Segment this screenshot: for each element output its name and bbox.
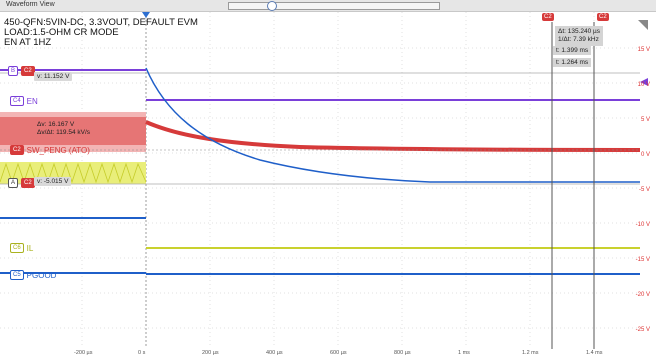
trigger-marker-icon	[142, 12, 150, 18]
voltage-tick-label: -10 V	[635, 222, 650, 228]
channel-c2-tag: C2	[10, 145, 24, 155]
annotation-line-1: 450-QFN:5VIN-DC, 3.3VOUT, DEFAULT EVM	[4, 17, 198, 28]
voltage-tick-label: 15 V	[637, 47, 650, 53]
channel-b-label[interactable]: B C2	[8, 66, 35, 76]
cursor-2-time: t: 1.264 ms	[553, 58, 592, 67]
channel-en-label[interactable]: C4 EN	[10, 96, 38, 106]
voltage-tick-label: -5 V	[638, 187, 650, 193]
annotation-line-3: EN AT 1HZ	[4, 37, 52, 48]
channel-b-c2-tag: C2	[21, 66, 35, 76]
time-tick-label: 800 µs	[394, 350, 411, 356]
time-tick-label: 400 µs	[266, 350, 283, 356]
trace-sw-decay	[145, 120, 641, 152]
time-tick-label: 1.2 ms	[522, 350, 539, 356]
cursor-inverse-delta: 1/Δt: 7.39 kHz	[558, 36, 599, 43]
corner-collapse-icon	[638, 20, 648, 30]
delta-voltage-readout: Δv: 16.167 V	[37, 121, 75, 128]
time-tick-label: 0 s	[138, 350, 146, 356]
scope-annotation: 450-QFN:5VIN-DC, 3.3VOUT, DEFAULT EVM LO…	[4, 18, 198, 48]
channel-a-tag: A	[8, 178, 19, 188]
channel-il-name: IL	[26, 243, 34, 253]
channel-sw-name: SW_PENG (ATO)	[26, 145, 90, 155]
cursor-delta-time: Δt: 135.240 µs	[558, 28, 601, 35]
channel-a-c2-tag: C2	[21, 178, 35, 188]
time-tick-label: 1 ms	[458, 350, 470, 356]
voltage-tick-label: 10 V	[637, 82, 650, 88]
right-edge-arrow-icon	[640, 78, 648, 86]
cursor-delta-box: Δt: 135.240 µs 1/Δt: 7.39 kHz	[555, 26, 604, 46]
channel-sw-label[interactable]: C2 SW_PENG (ATO)	[10, 145, 90, 155]
cursor-1-time: t: 1.399 ms	[553, 46, 592, 55]
cursor-1-badge[interactable]: C2	[542, 13, 554, 21]
voltage-tick-label: -25 V	[635, 327, 650, 333]
time-tick-label: -200 µs	[74, 350, 93, 356]
horizontal-scrollbar[interactable]	[228, 1, 440, 11]
cursor-2-badge[interactable]: C2	[597, 13, 609, 21]
grid	[0, 12, 640, 347]
trace-vout-decay	[145, 67, 640, 183]
trace-sw-noise-core	[0, 117, 146, 145]
scroll-position-handle[interactable]	[267, 1, 277, 11]
window-title: Waveform View	[6, 1, 55, 8]
annotation-line-2: LOAD:1.5-OHM CR MODE	[4, 27, 119, 38]
channel-c4-tag: C4	[10, 96, 24, 106]
delta-voltage-rate-readout: Δv/Δt: 119.54 kV/s	[37, 129, 91, 136]
top-voltage-readout: v: 11.152 V	[34, 72, 73, 81]
voltage-tick-label: -15 V	[635, 257, 650, 263]
mid-voltage-readout: v: -5.015 V	[34, 177, 72, 186]
voltage-tick-label: 0 V	[640, 152, 650, 158]
channel-c6-tag: C6	[10, 243, 24, 253]
channel-c5-tag: C5	[10, 270, 24, 280]
time-tick-label: 1.4 ms	[586, 350, 603, 356]
waveform-view-titlebar: Waveform View	[0, 0, 656, 12]
time-tick-label: 200 µs	[202, 350, 219, 356]
channel-b-tag: B	[8, 66, 19, 76]
channel-il-label[interactable]: C6 IL	[10, 243, 33, 253]
time-tick-label: 600 µs	[330, 350, 347, 356]
voltage-tick-label: -20 V	[635, 292, 650, 298]
channel-pgood-name: PGOOD	[26, 270, 57, 280]
voltage-tick-label: 5 V	[640, 117, 650, 123]
channel-pgood-label[interactable]: C5 PGOOD	[10, 270, 56, 280]
channel-en-name: EN	[26, 96, 38, 106]
